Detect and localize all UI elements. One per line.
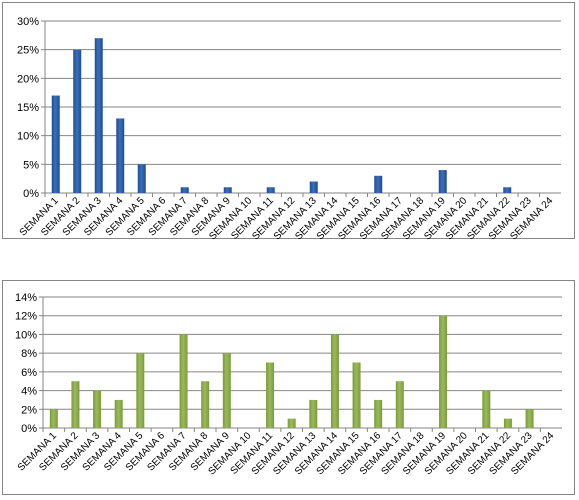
- bar-semana-9: [222, 353, 231, 428]
- bar-semana-21: [482, 390, 491, 428]
- bar-semana-8: [201, 381, 210, 428]
- bar-semana-1: [51, 95, 60, 193]
- bar-semana-2: [73, 49, 82, 193]
- bar-semana-5: [136, 353, 145, 428]
- bar-semana-14: [330, 334, 339, 428]
- bar-semana-16: [374, 399, 383, 428]
- bar-semana-4: [116, 118, 125, 193]
- y-tick-label: 0%: [23, 188, 39, 200]
- bar-semana-22: [503, 418, 512, 428]
- bar-semana-16: [374, 175, 383, 193]
- bar-semana-3: [94, 38, 103, 194]
- y-tick-label: 4%: [21, 386, 37, 398]
- y-tick-label: 5%: [23, 159, 39, 171]
- y-tick-label: 10%: [17, 131, 39, 143]
- bar-semana-9: [223, 187, 232, 193]
- bar-semana-19: [438, 170, 447, 193]
- chart-panel-bottom: 0% 2% 4% 6% 8% 10% 12% 14% SEMANA 1 SEMANA 2 SEMAN…: [2, 280, 575, 495]
- bar-semana-13: [309, 181, 318, 193]
- bar-semana-17: [395, 381, 404, 428]
- y-tick-label: 2%: [21, 404, 37, 416]
- y-tick-label: 8%: [21, 348, 37, 360]
- y-tick-label: 14%: [15, 292, 37, 304]
- bar-semana-7: [180, 187, 189, 193]
- bar-semana-3: [93, 390, 102, 428]
- y-tick-label: 12%: [15, 311, 37, 323]
- bar-semana-19: [439, 315, 448, 428]
- y-tick-label: 0%: [21, 423, 37, 435]
- bar-semana-7: [179, 334, 188, 428]
- y-tick-label: 10%: [15, 329, 37, 341]
- bar-semana-11: [266, 362, 275, 428]
- bar-semana-13: [309, 399, 318, 428]
- y-tick-label: 30%: [17, 16, 39, 28]
- y-tick-label: 6%: [21, 367, 37, 379]
- bar-semana-1: [49, 409, 58, 428]
- bar-semana-22: [503, 187, 512, 193]
- bar-semana-4: [114, 399, 123, 428]
- y-tick-label: 15%: [17, 102, 39, 114]
- bar-semana-12: [287, 418, 296, 428]
- bar-semana-11: [266, 187, 275, 193]
- y-tick-label: 25%: [17, 45, 39, 57]
- bar-semana-15: [352, 362, 361, 428]
- bar-semana-2: [71, 381, 80, 428]
- y-tick-label: 20%: [17, 73, 39, 85]
- bar-semana-23: [525, 409, 534, 428]
- chart-panel-top: 0% 5% 10% 15% 20% 25% 30% SEMANA 1 SEMANA 2 SEMAN…: [2, 2, 575, 242]
- bar-semana-5: [137, 164, 146, 193]
